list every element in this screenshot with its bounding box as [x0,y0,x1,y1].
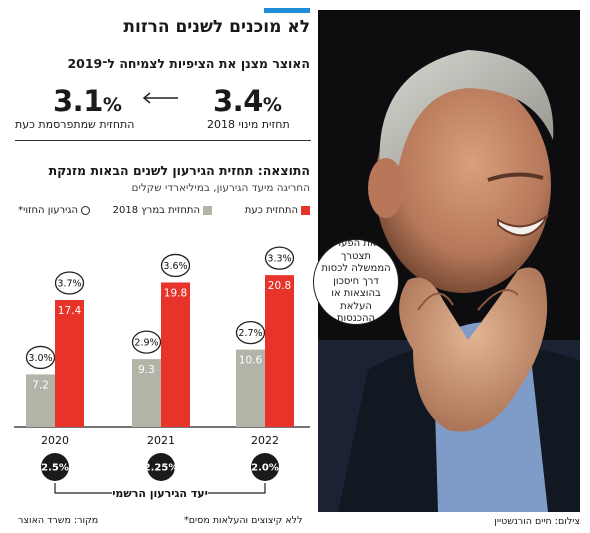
projected-deficit-label: 3.0% [28,353,52,364]
bar-value-label: 17.4 [58,305,82,317]
legend-march: התחזית במרץ 2018 [113,205,212,216]
legend-projected: הגירעון החזוי* [18,205,90,216]
official-target-circle [147,453,175,481]
official-target-label: 2.0% [251,463,279,474]
projected-deficit-label: 3.6% [163,261,187,272]
official-target-circle [41,453,69,481]
projected-deficit-ring [160,253,191,278]
projected-deficit-label: 2.7% [238,328,262,339]
official-target-label: 2.25% [144,463,179,474]
projected-deficit-ring [54,271,85,295]
bar-value-label: 7.2 [32,379,49,391]
bar-march-2021 [132,359,161,427]
infographic-panel: לא מוכנים לשנים הרזות האוצר מצנן את הציפ… [15,8,311,216]
legend-label-current: התחזית כעת [244,205,298,216]
target-bracket-right [208,483,266,494]
arrow-left-icon [142,92,178,104]
projected-deficit-ring [25,345,56,370]
bar-current-2020 [55,299,84,427]
minister-photo [318,10,580,512]
legend-ring-icon [81,206,90,215]
bar-march-2022 [236,349,265,427]
section-divider [15,140,311,141]
previous-growth-value: 3.4% [213,84,282,118]
legend-label-projected: הגירעון החזוי* [18,205,78,216]
deficit-chart: 7.2 3.0% 17.4 3.7% 2020 2.5% 9.3 2.9% 19.8 3.6% 20… [14,246,310,500]
previous-growth-number: 3.4 [213,84,263,118]
footnote: *ללא קיצוצים והעלאות מסים [184,515,303,526]
official-target-title: יעד הגירעון הרשמי [112,487,208,500]
page-subtitle: האוצר מצנן את הציפיות לצמיחה ל־2019 [67,56,310,71]
bar-value-label: 20.8 [268,280,291,292]
x-tick-label: 2020 [41,434,69,447]
page-title: לא מוכנים לשנים הרזות [123,17,310,37]
projected-deficit-label: 2.9% [134,338,158,349]
previous-growth-unit: % [262,94,282,116]
projected-deficit-ring [264,246,295,270]
bar-march-2020 [26,374,55,427]
bar-value-label: 10.6 [239,355,263,367]
quote-bubble: את הפער תצטרך הממשלה לכסות דרך חיסכון בה… [313,238,399,325]
bar-value-label: 9.3 [138,364,155,376]
current-growth-caption: התחזית שמתפרסמת כעת [15,118,135,131]
legend-label-march: התחזית במרץ 2018 [112,205,200,216]
official-target-circle [251,453,279,481]
official-target-label: 2.5% [41,463,69,474]
legend-swatch-current [301,206,310,215]
source-note: מקור: משרד האוצר [18,515,99,526]
x-tick-label: 2021 [147,434,175,447]
portrait-illustration [318,10,580,512]
x-tick-label: 2022 [251,434,279,447]
current-growth-unit: % [102,94,122,116]
photo-credit: צילום: חיים הורנשטיין [494,516,580,527]
legend-swatch-march [203,206,212,215]
legend-current: התחזית כעת [245,205,310,216]
current-growth-value: 3.1% [53,84,122,118]
bar-value-label: 19.8 [164,287,187,299]
projected-deficit-ring [131,330,162,354]
bar-current-2022 [265,275,294,427]
chart-title: התוצאה: תחזית הגירעון לשנים הבאות מזנקת [48,163,310,178]
target-bracket-left [54,483,112,494]
accent-bar [264,8,310,13]
current-growth-number: 3.1 [53,84,103,118]
bar-current-2021 [161,282,190,427]
quote-text: את הפער תצטרך הממשלה לכסות דרך חיסכון בה… [321,238,391,325]
projected-deficit-label: 3.3% [267,254,291,265]
projected-deficit-label: 3.7% [57,278,81,289]
previous-growth-caption: תחזית מינוי 2018 [207,118,290,131]
chart-subtitle: החריגה מיעד הגירעון, במיליארדי שקלים [131,182,310,194]
projected-deficit-ring [235,320,266,345]
